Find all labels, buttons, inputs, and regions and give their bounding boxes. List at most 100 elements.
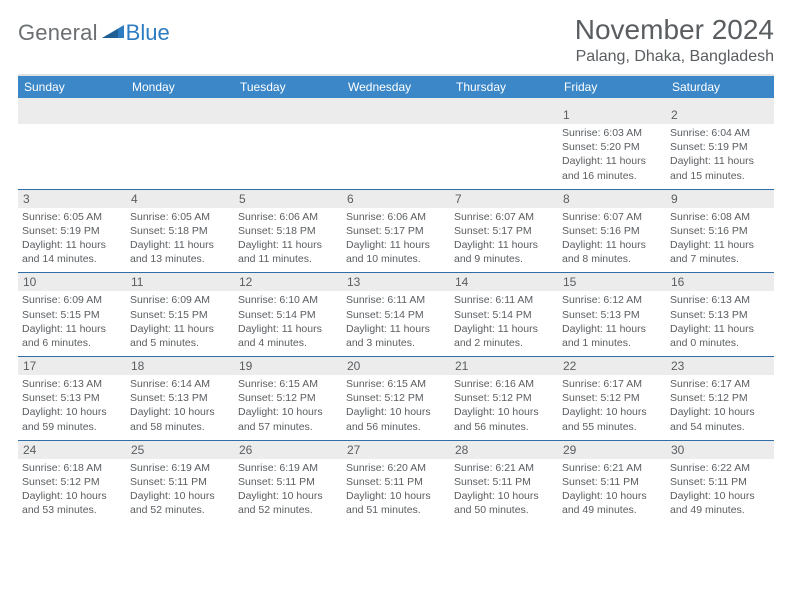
sunrise-line: Sunrise: 6:06 AM — [238, 210, 338, 224]
week-row: 3Sunrise: 6:05 AMSunset: 5:19 PMDaylight… — [18, 189, 774, 273]
daylight-line: Daylight: 11 hours and 1 minutes. — [562, 322, 662, 350]
daylight-line: Daylight: 11 hours and 3 minutes. — [346, 322, 446, 350]
day-cell — [450, 106, 558, 189]
daylight-line: Daylight: 10 hours and 54 minutes. — [670, 405, 770, 433]
day-cell: 16Sunrise: 6:13 AMSunset: 5:13 PMDayligh… — [666, 273, 774, 356]
sunset-line: Sunset: 5:15 PM — [22, 308, 122, 322]
day-details: Sunrise: 6:09 AMSunset: 5:15 PMDaylight:… — [22, 293, 122, 350]
day-cell: 10Sunrise: 6:09 AMSunset: 5:15 PMDayligh… — [18, 273, 126, 356]
sunset-line: Sunset: 5:19 PM — [670, 140, 770, 154]
day-cell: 3Sunrise: 6:05 AMSunset: 5:19 PMDaylight… — [18, 190, 126, 273]
daylight-line: Daylight: 11 hours and 7 minutes. — [670, 238, 770, 266]
sunrise-line: Sunrise: 6:12 AM — [562, 293, 662, 307]
daylight-line: Daylight: 10 hours and 50 minutes. — [454, 489, 554, 517]
day-details: Sunrise: 6:13 AMSunset: 5:13 PMDaylight:… — [670, 293, 770, 350]
day-cell: 21Sunrise: 6:16 AMSunset: 5:12 PMDayligh… — [450, 357, 558, 440]
day-cell: 28Sunrise: 6:21 AMSunset: 5:11 PMDayligh… — [450, 441, 558, 524]
day-number: 2 — [666, 106, 774, 124]
logo-triangle-icon — [102, 23, 124, 44]
sunrise-line: Sunrise: 6:09 AM — [22, 293, 122, 307]
day-cell: 24Sunrise: 6:18 AMSunset: 5:12 PMDayligh… — [18, 441, 126, 524]
day-number: 17 — [18, 357, 126, 375]
day-details: Sunrise: 6:15 AMSunset: 5:12 PMDaylight:… — [346, 377, 446, 434]
day-cell: 1Sunrise: 6:03 AMSunset: 5:20 PMDaylight… — [558, 106, 666, 189]
daylight-line: Daylight: 10 hours and 49 minutes. — [670, 489, 770, 517]
sunset-line: Sunset: 5:12 PM — [22, 475, 122, 489]
day-cell: 9Sunrise: 6:08 AMSunset: 5:16 PMDaylight… — [666, 190, 774, 273]
day-number: 6 — [342, 190, 450, 208]
header: General Blue November 2024 Palang, Dhaka… — [18, 14, 774, 66]
day-cell: 6Sunrise: 6:06 AMSunset: 5:17 PMDaylight… — [342, 190, 450, 273]
day-number: 8 — [558, 190, 666, 208]
sunset-line: Sunset: 5:11 PM — [346, 475, 446, 489]
week-row: 1Sunrise: 6:03 AMSunset: 5:20 PMDaylight… — [18, 106, 774, 189]
sunset-line: Sunset: 5:17 PM — [346, 224, 446, 238]
day-details: Sunrise: 6:10 AMSunset: 5:14 PMDaylight:… — [238, 293, 338, 350]
day-cell: 22 Sunrise: 6:17 AMSunset: 5:12 PMDayligh… — [558, 357, 666, 440]
sunset-line: Sunset: 5:11 PM — [562, 475, 662, 489]
day-details: Sunrise: 6:14 AMSunset: 5:13 PMDaylight:… — [130, 377, 230, 434]
daylight-line: Daylight: 10 hours and 53 minutes. — [22, 489, 122, 517]
daylight-line: Daylight: 10 hours and 55 minutes. — [562, 405, 662, 433]
sunrise-line: Sunrise: 6:07 AM — [454, 210, 554, 224]
sunrise-line: Sunrise: 6:19 AM — [238, 461, 338, 475]
sunset-line: Sunset: 5:12 PM — [562, 391, 662, 405]
logo: General Blue — [18, 20, 170, 46]
day-number: 13 — [342, 273, 450, 291]
daylight-line: Daylight: 11 hours and 2 minutes. — [454, 322, 554, 350]
day-cell: 27Sunrise: 6:20 AMSunset: 5:11 PMDayligh… — [342, 441, 450, 524]
logo-text-general: General — [18, 20, 98, 46]
day-number: 14 — [450, 273, 558, 291]
day-cell: 25Sunrise: 6:19 AMSunset: 5:11 PMDayligh… — [126, 441, 234, 524]
daylight-line: Daylight: 10 hours and 58 minutes. — [130, 405, 230, 433]
weekday-label: Tuesday — [234, 76, 342, 98]
sunset-line: Sunset: 5:13 PM — [22, 391, 122, 405]
day-details: Sunrise: 6:19 AMSunset: 5:11 PMDaylight:… — [238, 461, 338, 518]
day-number: 1 — [558, 106, 666, 124]
weekday-label: Sunday — [18, 76, 126, 98]
day-details: Sunrise: 6:05 AMSunset: 5:19 PMDaylight:… — [22, 210, 122, 267]
logo-text-blue: Blue — [126, 20, 170, 46]
sunset-line: Sunset: 5:11 PM — [454, 475, 554, 489]
day-cell: 11Sunrise: 6:09 AMSunset: 5:15 PMDayligh… — [126, 273, 234, 356]
sunrise-line: Sunrise: 6:17 AM — [562, 377, 662, 391]
calendar-document: General Blue November 2024 Palang, Dhaka… — [0, 0, 792, 537]
daylight-line: Daylight: 11 hours and 16 minutes. — [562, 154, 662, 182]
day-number: 7 — [450, 190, 558, 208]
spacer-row — [18, 98, 774, 106]
daylight-line: Daylight: 10 hours and 56 minutes. — [454, 405, 554, 433]
day-number-band — [18, 106, 126, 124]
day-number-band — [342, 106, 450, 124]
location: Palang, Dhaka, Bangladesh — [575, 48, 774, 66]
day-cell: 20Sunrise: 6:15 AMSunset: 5:12 PMDayligh… — [342, 357, 450, 440]
day-number: 18 — [126, 357, 234, 375]
day-details: Sunrise: 6:22 AMSunset: 5:11 PMDaylight:… — [670, 461, 770, 518]
day-details: Sunrise: 6:17 AMSunset: 5:12 PMDaylight:… — [670, 377, 770, 434]
sunset-line: Sunset: 5:14 PM — [346, 308, 446, 322]
day-number: 12 — [234, 273, 342, 291]
day-cell: 23Sunrise: 6:17 AMSunset: 5:12 PMDayligh… — [666, 357, 774, 440]
sunrise-line: Sunrise: 6:10 AM — [238, 293, 338, 307]
page-title: November 2024 — [575, 14, 774, 46]
day-number: 11 — [126, 273, 234, 291]
sunset-line: Sunset: 5:13 PM — [130, 391, 230, 405]
day-cell — [342, 106, 450, 189]
sunrise-line: Sunrise: 6:09 AM — [130, 293, 230, 307]
day-cell: 15Sunrise: 6:12 AMSunset: 5:13 PMDayligh… — [558, 273, 666, 356]
daylight-line: Daylight: 11 hours and 11 minutes. — [238, 238, 338, 266]
day-number: 9 — [666, 190, 774, 208]
sunset-line: Sunset: 5:16 PM — [670, 224, 770, 238]
day-number: 22 — [558, 357, 666, 375]
sunrise-line: Sunrise: 6:06 AM — [346, 210, 446, 224]
day-cell: 13Sunrise: 6:11 AMSunset: 5:14 PMDayligh… — [342, 273, 450, 356]
daylight-line: Daylight: 10 hours and 52 minutes. — [130, 489, 230, 517]
day-cell: 5Sunrise: 6:06 AMSunset: 5:18 PMDaylight… — [234, 190, 342, 273]
day-number: 27 — [342, 441, 450, 459]
day-details: Sunrise: 6:07 AMSunset: 5:17 PMDaylight:… — [454, 210, 554, 267]
day-number: 29 — [558, 441, 666, 459]
sunrise-line: Sunrise: 6:16 AM — [454, 377, 554, 391]
daylight-line: Daylight: 10 hours and 56 minutes. — [346, 405, 446, 433]
sunrise-line: Sunrise: 6:20 AM — [346, 461, 446, 475]
sunrise-line: Sunrise: 6:15 AM — [346, 377, 446, 391]
sunrise-line: Sunrise: 6:21 AM — [454, 461, 554, 475]
